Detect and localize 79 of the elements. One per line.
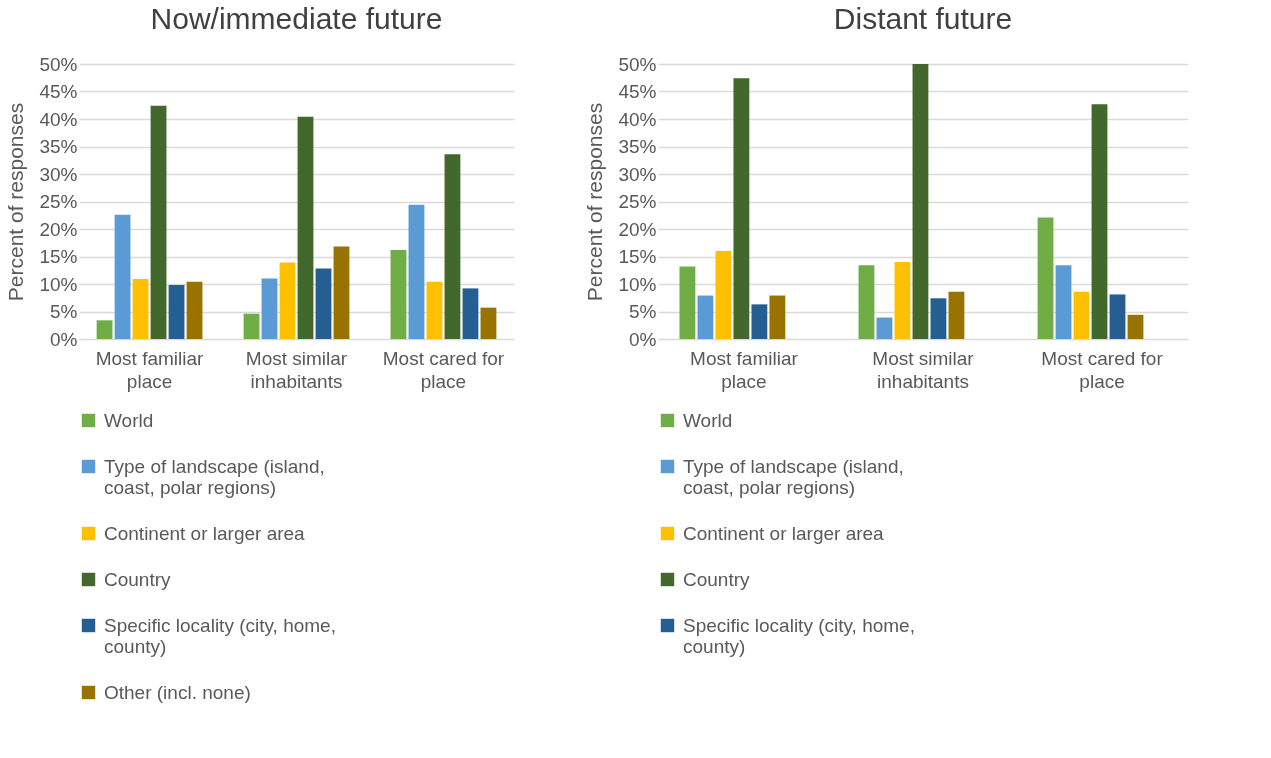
bar: [96, 320, 113, 339]
y-tick-label: 40%: [39, 108, 78, 130]
y-tick-label: 15%: [618, 246, 657, 267]
y-axis-title: Percent of responses: [4, 102, 28, 302]
bar: [1127, 314, 1144, 339]
bar: [426, 281, 443, 339]
legend-label: World: [104, 409, 154, 431]
bar: [444, 154, 461, 339]
bar: [948, 291, 965, 339]
bar: [333, 246, 350, 339]
y-tick-label: 45%: [618, 81, 657, 102]
bar: [243, 313, 260, 339]
y-tick-label: 35%: [39, 136, 78, 157]
bar: [1091, 104, 1108, 339]
bar: [150, 105, 167, 339]
bar: [186, 281, 203, 339]
legend-label: Continent or larger area: [104, 522, 306, 544]
x-tick-label: Most familiar place: [690, 347, 799, 392]
legend-label: Type of landscape (island, coast, polar regions): [104, 455, 325, 498]
bar: [876, 317, 893, 339]
y-tick-label: 5%: [629, 301, 657, 322]
legend-label: Other (incl. none): [104, 681, 251, 703]
x-tick-label: Most similar inhabitants: [245, 347, 348, 392]
y-tick-label: 50%: [39, 53, 78, 75]
x-tick-label: Most familiar place: [95, 347, 205, 392]
legend-label: Type of landscape (island, coast, polar regions): [683, 455, 904, 498]
y-tick-label: 25%: [618, 191, 657, 212]
y-tick-label: 20%: [39, 218, 78, 240]
bar: [930, 298, 947, 339]
bar: [1055, 265, 1072, 339]
x-tick-label: Most cared for place: [1041, 347, 1164, 392]
chart-title: Now/immediate future: [150, 2, 443, 35]
bar: [168, 285, 185, 339]
bar: [697, 295, 714, 339]
legend-label: Continent or larger area: [683, 522, 885, 544]
bar: [261, 278, 278, 339]
y-tick-label: 10%: [618, 273, 657, 295]
y-tick-label: 30%: [618, 163, 657, 185]
legend-label: Specific locality (city, home, county): [104, 614, 336, 657]
bar: [679, 266, 696, 339]
bar: [715, 251, 732, 339]
y-tick-label: 15%: [39, 246, 78, 267]
bar: [733, 78, 750, 339]
bar: [1109, 294, 1126, 339]
y-tick-label: 0%: [629, 328, 657, 350]
bar: [480, 307, 497, 339]
y-tick-label: 45%: [39, 81, 78, 102]
bar: [1073, 291, 1090, 339]
y-tick-label: 10%: [39, 273, 78, 295]
bar: [858, 265, 875, 339]
legend-label: World: [683, 409, 733, 431]
y-tick-label: 40%: [618, 108, 657, 130]
bar: [297, 116, 314, 339]
y-tick-label: 20%: [618, 218, 657, 240]
bar: [279, 262, 296, 339]
bar: [408, 204, 425, 339]
bar: [390, 249, 407, 339]
y-tick-label: 0%: [50, 328, 78, 350]
x-tick-label: Most similar inhabitants: [872, 347, 975, 392]
y-tick-label: 25%: [39, 191, 78, 212]
y-tick-label: 30%: [39, 163, 78, 185]
legend-label: Country: [104, 568, 172, 590]
bar: [751, 304, 768, 339]
bar: [894, 262, 911, 339]
bar: [132, 279, 149, 339]
y-tick-label: 50%: [618, 53, 657, 75]
y-tick-label: 35%: [618, 136, 657, 157]
legend-label: Specific locality (city, home, county): [683, 614, 915, 657]
bar: [769, 295, 786, 339]
bar: [912, 64, 929, 339]
bar: [462, 288, 479, 339]
bar: [114, 214, 131, 339]
x-tick-label: Most cared for place: [382, 347, 505, 392]
legend-label: Country: [683, 568, 751, 590]
bar: [315, 268, 332, 339]
y-tick-label: 5%: [50, 301, 78, 322]
bar: [1037, 217, 1054, 339]
chart-title: Distant future: [833, 2, 1013, 35]
y-axis-title: Percent of responses: [583, 102, 607, 302]
